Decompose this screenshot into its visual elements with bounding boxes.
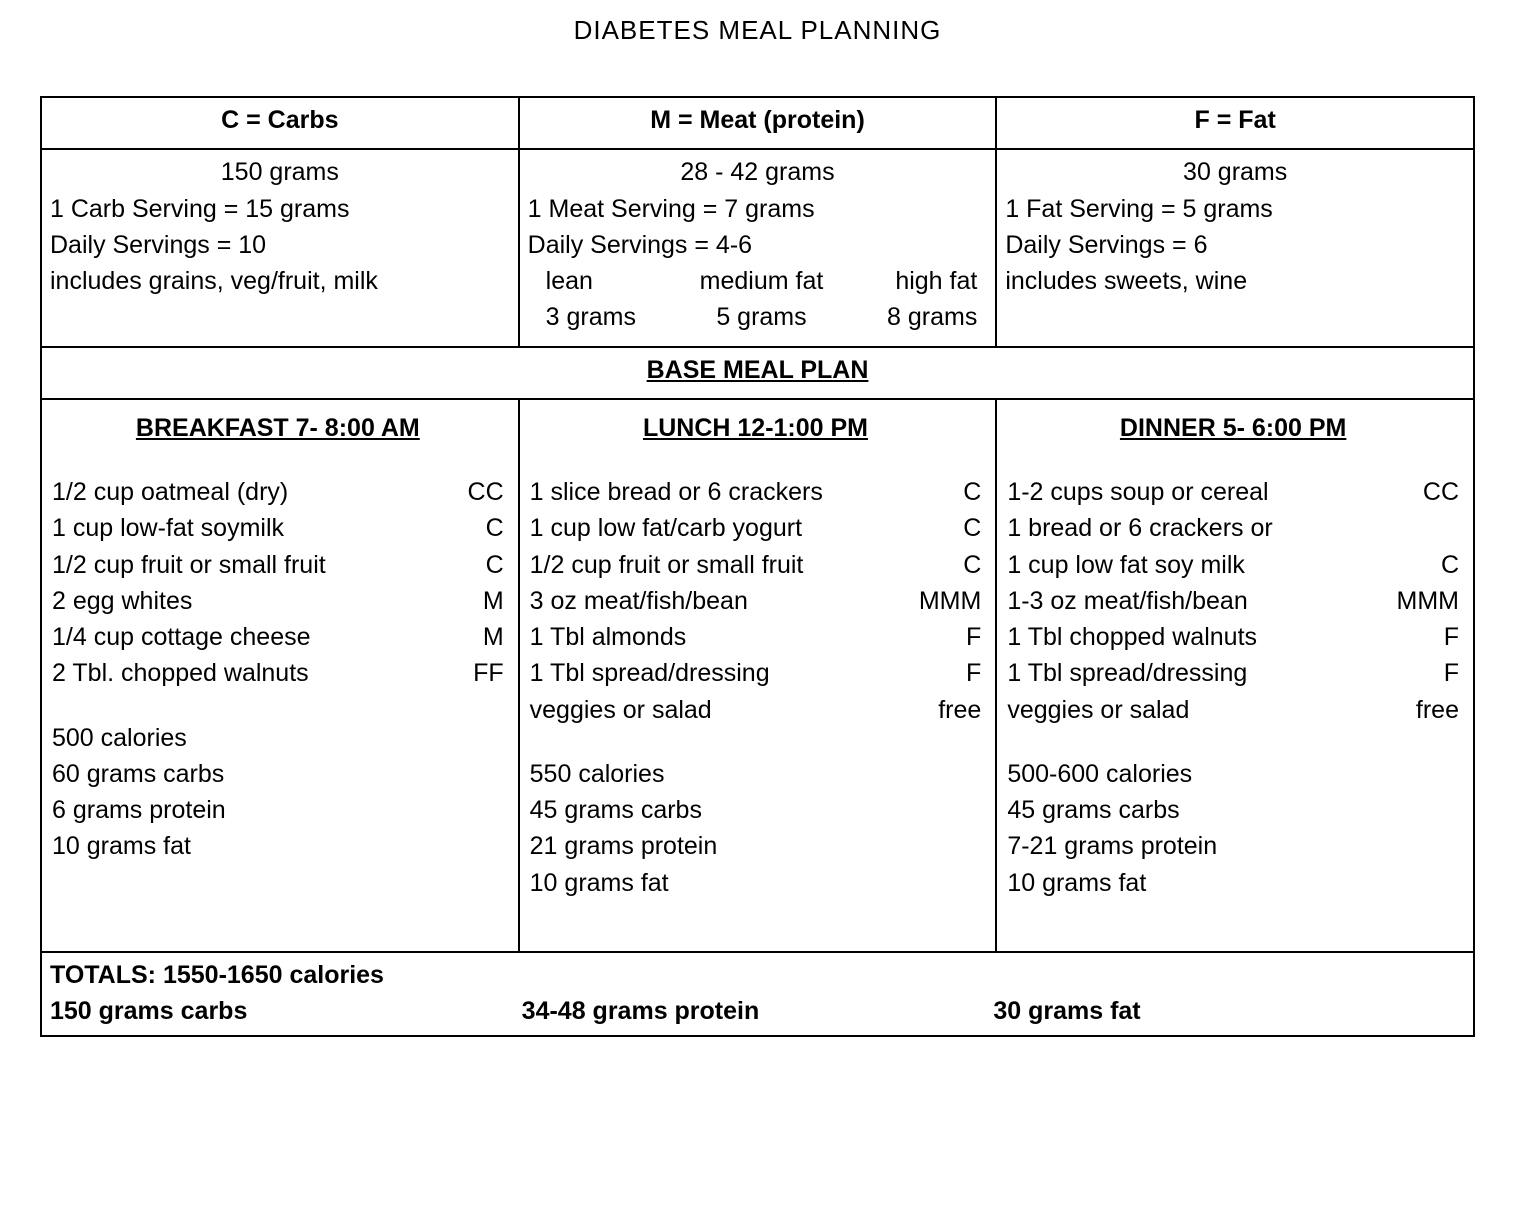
section-title: BASE MEAL PLAN — [41, 347, 1474, 399]
list-item: 1/4 cup cottage cheeseM — [52, 619, 504, 655]
legend-meat-body: 28 - 42 grams 1 Meat Serving = 7 grams D… — [519, 149, 997, 346]
summary-line: 45 grams carbs — [530, 792, 982, 828]
list-item: 1 Tbl spread/dressingF — [1007, 655, 1459, 691]
carbs-includes: includes grains, veg/fruit, milk — [50, 263, 510, 299]
list-item: 3 oz meat/fish/beanMMM — [530, 583, 982, 619]
meat-subgrams: 3 grams 5 grams 8 grams — [528, 299, 988, 335]
list-item: 1 slice bread or 6 crackersC — [530, 474, 982, 510]
list-item: veggies or saladfree — [1007, 692, 1459, 728]
fat-grams: 30 grams — [1005, 154, 1465, 190]
list-item: 1 Tbl chopped walnutsF — [1007, 619, 1459, 655]
list-item: 1 Tbl almondsF — [530, 619, 982, 655]
summary-line: 550 calories — [530, 756, 982, 792]
lunch-cell: LUNCH 12-1:00 PM 1 slice bread or 6 crac… — [519, 399, 997, 952]
lunch-title: LUNCH 12-1:00 PM — [530, 410, 982, 446]
dinner-summary: 500-600 calories45 grams carbs7-21 grams… — [1007, 756, 1459, 901]
totals-line2: 150 grams carbs 34-48 grams protein 30 g… — [50, 993, 1465, 1029]
dinner-items: 1-2 cups soup or cerealCC1 bread or 6 cr… — [1007, 474, 1459, 728]
breakfast-title: BREAKFAST 7- 8:00 AM — [52, 410, 504, 446]
list-item: 1/2 cup oatmeal (dry)CC — [52, 474, 504, 510]
summary-line: 10 grams fat — [530, 865, 982, 901]
list-item: 2 Tbl. chopped walnutsFF — [52, 655, 504, 691]
summary-line: 60 grams carbs — [52, 756, 504, 792]
summary-line: 10 grams fat — [52, 828, 504, 864]
carbs-serving: 1 Carb Serving = 15 grams — [50, 191, 510, 227]
list-item: 1-2 cups soup or cerealCC — [1007, 474, 1459, 510]
meat-daily: Daily Servings = 4-6 — [528, 227, 988, 263]
legend-carbs-body: 150 grams 1 Carb Serving = 15 grams Dail… — [41, 149, 519, 346]
list-item: 1/2 cup fruit or small fruitC — [52, 547, 504, 583]
lunch-items: 1 slice bread or 6 crackersC1 cup low fa… — [530, 474, 982, 728]
summary-line: 10 grams fat — [1007, 865, 1459, 901]
legend-fat-body: 30 grams 1 Fat Serving = 5 grams Daily S… — [996, 149, 1474, 346]
summary-line: 45 grams carbs — [1007, 792, 1459, 828]
list-item: veggies or saladfree — [530, 692, 982, 728]
lunch-summary: 550 calories45 grams carbs21 grams prote… — [530, 756, 982, 901]
summary-line: 6 grams protein — [52, 792, 504, 828]
list-item: 1-3 oz meat/fish/beanMMM — [1007, 583, 1459, 619]
list-item: 1/2 cup fruit or small fruitC — [530, 547, 982, 583]
page-title: DIABETES MEAL PLANNING — [40, 15, 1475, 46]
totals-fat: 30 grams fat — [993, 993, 1465, 1029]
totals-protein: 34-48 grams protein — [522, 993, 994, 1029]
list-item: 1 bread or 6 crackers or — [1007, 510, 1459, 546]
legend-carbs-header: C = Carbs — [41, 97, 519, 149]
legend-meat-header: M = Meat (protein) — [519, 97, 997, 149]
dinner-title: DINNER 5- 6:00 PM — [1007, 410, 1459, 446]
carbs-daily: Daily Servings = 10 — [50, 227, 510, 263]
list-item: 1 cup low fat/carb yogurtC — [530, 510, 982, 546]
breakfast-summary: 500 calories60 grams carbs6 grams protei… — [52, 720, 504, 865]
legend-fat-header: F = Fat — [996, 97, 1474, 149]
list-item: 2 egg whitesM — [52, 583, 504, 619]
fat-serving: 1 Fat Serving = 5 grams — [1005, 191, 1465, 227]
dinner-cell: DINNER 5- 6:00 PM 1-2 cups soup or cerea… — [996, 399, 1474, 952]
summary-line: 500-600 calories — [1007, 756, 1459, 792]
meat-serving: 1 Meat Serving = 7 grams — [528, 191, 988, 227]
meat-grams: 28 - 42 grams — [528, 154, 988, 190]
carbs-grams: 150 grams — [50, 154, 510, 190]
summary-line: 21 grams protein — [530, 828, 982, 864]
meal-plan-table: C = Carbs M = Meat (protein) F = Fat 150… — [40, 96, 1475, 1037]
totals-row: TOTALS: 1550-1650 calories 150 grams car… — [41, 952, 1474, 1037]
list-item: 1 cup low-fat soymilkC — [52, 510, 504, 546]
breakfast-cell: BREAKFAST 7- 8:00 AM 1/2 cup oatmeal (dr… — [41, 399, 519, 952]
fat-includes: includes sweets, wine — [1005, 263, 1465, 299]
list-item: 1 cup low fat soy milkC — [1007, 547, 1459, 583]
summary-line: 500 calories — [52, 720, 504, 756]
breakfast-items: 1/2 cup oatmeal (dry)CC1 cup low-fat soy… — [52, 474, 504, 692]
totals-line1: TOTALS: 1550-1650 calories — [50, 957, 1465, 993]
fat-daily: Daily Servings = 6 — [1005, 227, 1465, 263]
list-item: 1 Tbl spread/dressingF — [530, 655, 982, 691]
summary-line: 7-21 grams protein — [1007, 828, 1459, 864]
totals-carbs: 150 grams carbs — [50, 993, 522, 1029]
meat-subtypes: lean medium fat high fat — [528, 263, 988, 299]
